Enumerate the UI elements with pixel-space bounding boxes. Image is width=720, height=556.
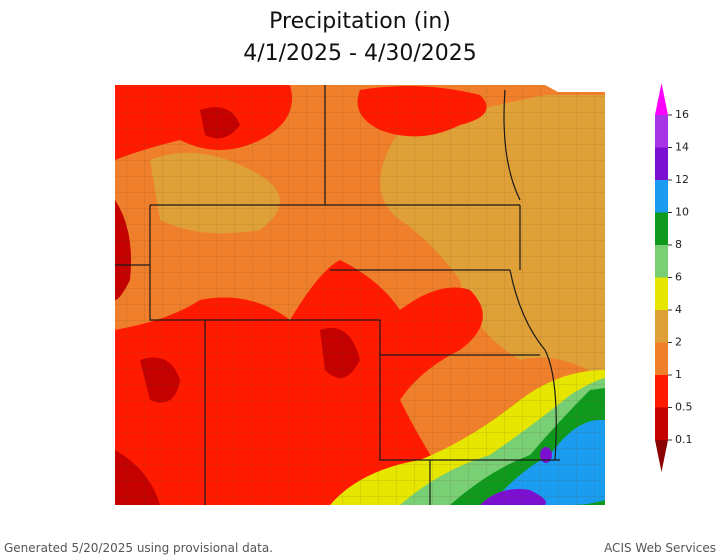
legend-tick-label: 0.5 (675, 401, 693, 414)
legend-arrow-high (655, 83, 668, 115)
legend-bin (655, 342, 668, 375)
legend-bin (655, 375, 668, 408)
legend-tick-label: 0.1 (675, 433, 693, 446)
legend-tick-label: 14 (675, 141, 689, 154)
legend-bin (655, 310, 668, 343)
legend-bin (655, 147, 668, 180)
legend-tick-label: 8 (675, 238, 682, 251)
legend-tick-label: 2 (675, 336, 682, 349)
legend-tick-label: 12 (675, 173, 689, 186)
footer-source: ACIS Web Services (604, 541, 716, 555)
state-borders (115, 85, 560, 505)
legend-bin (655, 180, 668, 213)
precip-map (115, 85, 605, 505)
legend-tick-label: 4 (675, 303, 682, 316)
legend-tick-label: 16 (675, 108, 689, 121)
legend-bin (655, 245, 668, 278)
legend-bin (655, 212, 668, 245)
legend-tick-label: 6 (675, 271, 682, 284)
legend-arrow-low (655, 440, 668, 472)
legend-bin (655, 115, 668, 148)
footer-generated: Generated 5/20/2025 using provisional da… (4, 541, 273, 555)
map-title: Precipitation (in) (269, 9, 451, 34)
legend-bin (655, 407, 668, 440)
map-subtitle: 4/1/2025 - 4/30/2025 (243, 41, 477, 66)
legend-tick-label: 10 (675, 206, 689, 219)
legend-bin (655, 277, 668, 310)
county-grid (115, 85, 605, 505)
legend-tick-label: 1 (675, 368, 682, 381)
